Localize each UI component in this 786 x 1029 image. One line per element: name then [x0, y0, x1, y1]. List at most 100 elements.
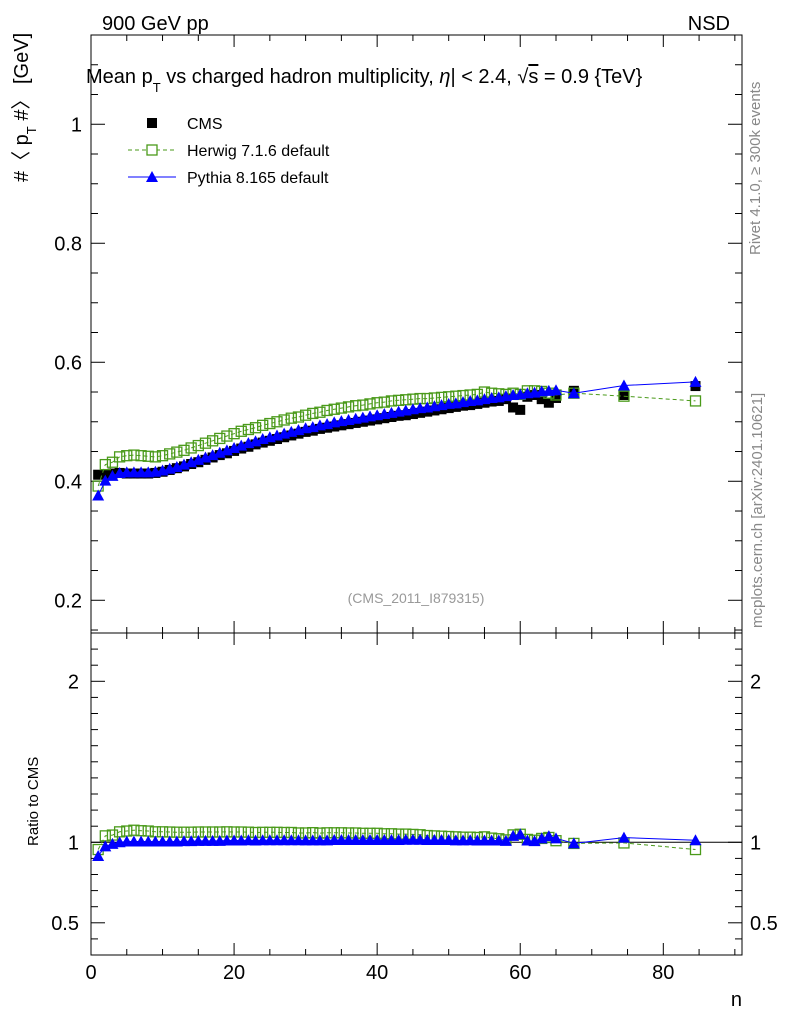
- pythia-data-point: [689, 375, 702, 387]
- herwig-data-point: [249, 422, 262, 434]
- ratio-y-tick-label: 1: [750, 832, 761, 854]
- herwig-data-point: [135, 450, 147, 462]
- herwig-line: [97, 390, 696, 487]
- herwig-data-point: [221, 430, 233, 442]
- main-plot-series: [92, 375, 702, 501]
- herwig-data-point: [113, 451, 126, 463]
- cms-data-point: [618, 389, 629, 400]
- herwig-data-point: [164, 448, 176, 460]
- herwig-data-point: [364, 398, 376, 410]
- x-tick-label: 40: [366, 962, 388, 984]
- analysis-id-annotation: (CMS_2011_I879315): [348, 590, 485, 606]
- x-axis-label: n: [731, 989, 742, 1011]
- herwig-data-point: [618, 390, 630, 402]
- legend-marker-cms: [147, 118, 157, 128]
- legend: CMS Herwig 7.1.6 default Pythia 8.165 de…: [128, 116, 330, 187]
- cms-data-point: [508, 402, 519, 413]
- pythia-data-point: [99, 474, 112, 486]
- herwig-data-point: [142, 450, 154, 462]
- herwig-data-point: [335, 402, 348, 414]
- herwig-data-point: [178, 444, 190, 456]
- legend-label-pythia: Pythia 8.165 default: [187, 170, 329, 187]
- cms-data-point: [543, 397, 554, 408]
- herwig-data-point: [271, 416, 283, 428]
- cms-data-point: [515, 404, 526, 415]
- pythia-data-point: [92, 489, 105, 501]
- herwig-data-point: [292, 411, 305, 423]
- herwig-data-point: [192, 439, 204, 452]
- herwig-data-point: [214, 432, 226, 445]
- herwig-data-point: [328, 403, 340, 415]
- cms-data-point: [93, 469, 104, 480]
- pythia-ratio-point: [689, 834, 702, 846]
- herwig-data-point: [99, 458, 111, 471]
- herwig-data-point: [350, 400, 362, 412]
- ratio-y-tick-label: 0.5: [750, 913, 778, 935]
- herwig-data-point: [264, 417, 276, 430]
- pythia-data-point: [567, 387, 580, 399]
- herwig-data-point: [171, 446, 183, 458]
- herwig-data-point: [307, 407, 319, 420]
- y-tick-label: 0.4: [54, 471, 82, 493]
- pythia-data-point: [550, 384, 562, 396]
- ratio-y-tick-label: 1: [68, 832, 79, 854]
- herwig-data-point: [371, 397, 383, 409]
- legend-label-cms: CMS: [187, 116, 223, 133]
- herwig-data-point: [385, 395, 398, 407]
- pythia-ratio-point: [499, 834, 512, 846]
- x-tick-label: 60: [509, 962, 531, 984]
- pythia-ratio-point: [92, 849, 105, 861]
- herwig-data-point: [185, 442, 197, 454]
- herwig-ratio-point: [128, 824, 140, 836]
- main-axis-ticks: 0.2 0.4 0.6 0.8 1: [54, 35, 742, 633]
- herwig-data-point: [299, 409, 312, 421]
- herwig-data-point: [342, 401, 355, 413]
- herwig-data-point: [156, 450, 169, 462]
- herwig-data-point: [357, 399, 369, 411]
- ratio-y-tick-label: 2: [750, 671, 761, 693]
- cms-data-point: [536, 394, 547, 405]
- header-right: NSD: [688, 13, 730, 35]
- cms-data-point: [551, 392, 561, 403]
- herwig-data-point: [235, 425, 247, 437]
- pythia-ratio-point: [550, 832, 562, 844]
- chart-title: Mean pT vs charged hadron multiplicity, …: [86, 66, 643, 95]
- pythia-ratio-point: [617, 831, 630, 843]
- legend-marker-herwig: [146, 144, 158, 156]
- herwig-data-point: [378, 396, 390, 408]
- x-tick-label: 20: [223, 962, 245, 984]
- y-tick-label: 1: [71, 114, 82, 136]
- y-tick-label: 0.8: [54, 233, 82, 255]
- herwig-data-point: [278, 414, 290, 426]
- main-y-axis-label: #〈 pT #〉 [GeV]: [11, 33, 39, 182]
- y-tick-label: 0.2: [54, 590, 82, 612]
- herwig-data-point: [314, 406, 326, 418]
- herwig-data-point: [321, 404, 333, 417]
- ratio-plot-frame: [90, 632, 743, 956]
- herwig-data-point: [228, 428, 240, 440]
- legend-label-herwig: Herwig 7.1.6 default: [187, 143, 330, 160]
- pythia-data-point: [106, 469, 119, 481]
- legend-marker-pythia: [146, 171, 158, 182]
- herwig-ratio-point: [689, 843, 702, 856]
- ratio-y-tick-label: 2: [68, 671, 79, 693]
- x-tick-label: 0: [85, 962, 96, 984]
- pythia-ratio-point: [567, 837, 580, 849]
- herwig-data-point: [689, 395, 702, 407]
- pythia-data-point: [617, 379, 630, 391]
- ratio-axis-ticks: 0 20 40 60 80 0.5 0.5 1 1 2 2: [51, 633, 778, 984]
- header-left: 900 GeV pp: [102, 13, 209, 35]
- herwig-data-point: [128, 449, 140, 461]
- ratio-y-tick-label: 0.5: [51, 913, 79, 935]
- herwig-data-point: [199, 437, 212, 449]
- herwig-data-point: [242, 423, 255, 436]
- ratio-y-axis-label: Ratio to CMS: [25, 757, 42, 846]
- pythia-ratio-point: [514, 828, 527, 840]
- pythia-ratio-point: [542, 830, 555, 842]
- herwig-data-point: [285, 412, 297, 424]
- herwig-data-point: [121, 450, 133, 462]
- herwig-data-point: [257, 419, 269, 431]
- x-tick-label: 80: [652, 962, 674, 984]
- y-tick-label: 0.6: [54, 352, 82, 374]
